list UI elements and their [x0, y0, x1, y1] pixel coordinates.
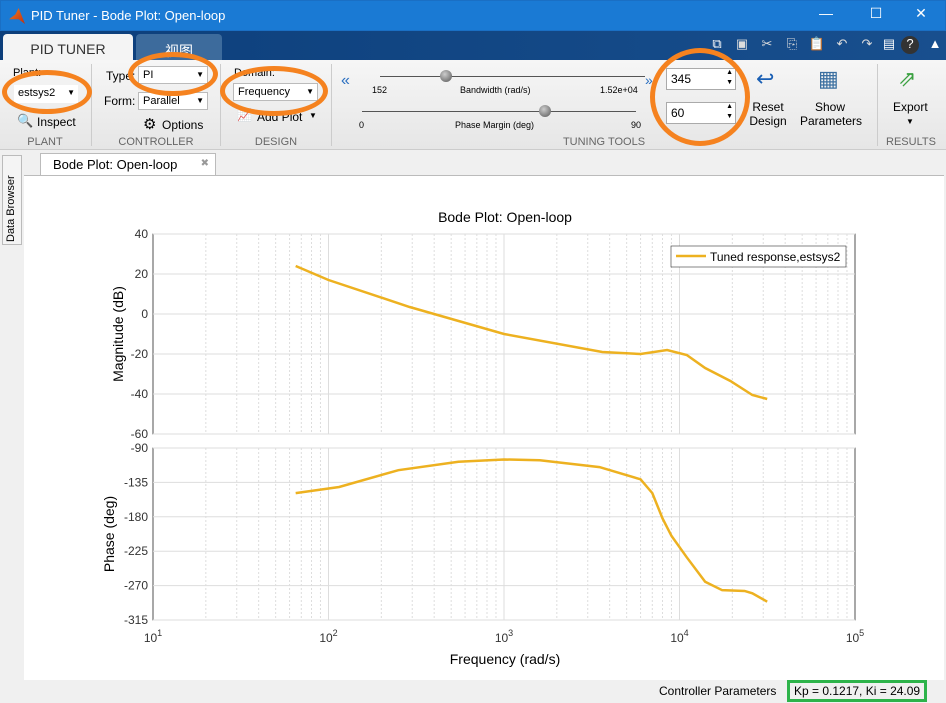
- phase-margin-slider-knob[interactable]: [538, 105, 551, 117]
- magnitude-y-tick: -20: [131, 347, 149, 361]
- data-browser-tab[interactable]: Data Browser: [2, 155, 22, 245]
- reset-icon: ↩: [756, 66, 775, 91]
- chart-title: Bode Plot: Open-loop: [438, 209, 572, 225]
- section-design: DESIGN: [254, 136, 298, 148]
- phase-y-tick: -180: [124, 510, 148, 524]
- table-icon: ▦: [818, 66, 839, 91]
- highlight-ring: [128, 52, 218, 96]
- minimize-button[interactable]: —: [819, 5, 833, 21]
- section-plant: PLANT: [27, 136, 63, 148]
- controller-parameters-label: Controller Parameters: [659, 684, 777, 698]
- expand-icon[interactable]: »: [645, 72, 653, 88]
- bandwidth-slider[interactable]: [380, 76, 645, 77]
- magnitude-y-tick: 0: [141, 307, 148, 321]
- phase-y-tick: -225: [124, 544, 148, 558]
- highlight-ring: [220, 66, 328, 116]
- magnitude-y-label: Magnitude (dB): [110, 286, 126, 382]
- bandwidth-max: 1.52e+04: [600, 85, 638, 95]
- window-title: PID Tuner - Bode Plot: Open-loop: [31, 8, 226, 23]
- magnitude-y-tick: -40: [131, 387, 149, 401]
- close-button[interactable]: ✕: [915, 5, 927, 21]
- legend: Tuned response,estsys2: [670, 245, 847, 268]
- magnitude-y-tick: 20: [135, 267, 149, 281]
- collapse-icon[interactable]: «: [341, 72, 350, 89]
- bandwidth-min: 152: [372, 85, 388, 95]
- inspect-button[interactable]: Inspect: [37, 115, 76, 129]
- section-tuning-tools: TUNING TOOLS: [562, 136, 646, 148]
- legend-label: Tuned response,estsys2: [710, 250, 841, 264]
- undo-icon[interactable]: ↶: [836, 36, 848, 51]
- phase-y-tick: -270: [124, 579, 148, 593]
- maximize-button[interactable]: ☐: [869, 5, 883, 21]
- x-tick: 102: [319, 628, 337, 645]
- export-icon: ⇗: [898, 66, 917, 91]
- chevron-down-icon: ▼: [309, 111, 317, 120]
- bandwidth-label: Bandwidth (rad/s): [460, 85, 531, 95]
- magnitude-y-tick: 40: [135, 227, 149, 241]
- reset-design-button[interactable]: Reset Design: [749, 100, 787, 128]
- x-tick: 101: [144, 628, 162, 645]
- close-tab-icon[interactable]: ✖: [200, 158, 209, 169]
- collapse-ribbon-icon[interactable]: ▲: [928, 36, 942, 51]
- section-results: RESULTS: [886, 136, 936, 148]
- highlight-ring: [2, 70, 92, 114]
- controller-parameters-value: Kp = 0.1217, Ki = 24.09: [787, 680, 928, 702]
- phase-margin-label: Phase Margin (deg): [455, 120, 535, 130]
- gear-icon: ⚙: [143, 116, 157, 133]
- window-layout-icon[interactable]: ▤: [882, 36, 896, 51]
- paste-icon[interactable]: 📋: [808, 36, 826, 51]
- x-tick: 105: [846, 628, 864, 645]
- bandwidth-slider-knob[interactable]: [440, 70, 453, 82]
- x-axis-label: Frequency (rad/s): [450, 651, 560, 667]
- phase-y-label: Phase (deg): [101, 496, 117, 572]
- x-tick: 104: [670, 628, 688, 645]
- options-button[interactable]: Options: [162, 118, 204, 132]
- tab-pid-tuner[interactable]: PID TUNER: [3, 34, 133, 60]
- phase-margin-max: 90: [631, 120, 642, 130]
- doc-tab-bode[interactable]: Bode Plot: Open-loop ✖: [40, 153, 216, 175]
- highlight-ring: [650, 48, 750, 146]
- phase-y-tick: -90: [131, 441, 149, 455]
- phase-margin-min: 0: [359, 120, 365, 130]
- form-label: Form:: [104, 94, 136, 108]
- magnitude-y-tick: -60: [131, 427, 149, 441]
- cut-icon[interactable]: ✂: [761, 36, 773, 51]
- phase-y-tick: -135: [124, 475, 148, 489]
- help-icon[interactable]: ?: [901, 36, 919, 54]
- phase-curve: [295, 458, 768, 603]
- new-window-icon[interactable]: ⧉: [712, 36, 722, 51]
- x-tick: 103: [495, 628, 513, 645]
- copy-icon[interactable]: ⎘: [786, 36, 798, 51]
- export-button[interactable]: Export: [893, 100, 928, 114]
- phase-y-tick: -315: [124, 613, 148, 627]
- chevron-down-icon: ▼: [906, 117, 914, 126]
- doc-tab-label: Bode Plot: Open-loop: [53, 157, 178, 172]
- title-bar: PID Tuner - Bode Plot: Open-loop — ☐ ✕: [0, 0, 946, 31]
- section-controller: CONTROLLER: [118, 136, 194, 148]
- redo-icon[interactable]: ↷: [861, 36, 873, 51]
- phase-margin-slider[interactable]: [362, 111, 636, 112]
- show-parameters-button[interactable]: Show Parameters: [800, 100, 863, 128]
- magnitude-curve: [295, 264, 768, 401]
- save-icon[interactable]: ▣: [735, 36, 749, 51]
- inspect-icon: 🔍: [17, 113, 34, 128]
